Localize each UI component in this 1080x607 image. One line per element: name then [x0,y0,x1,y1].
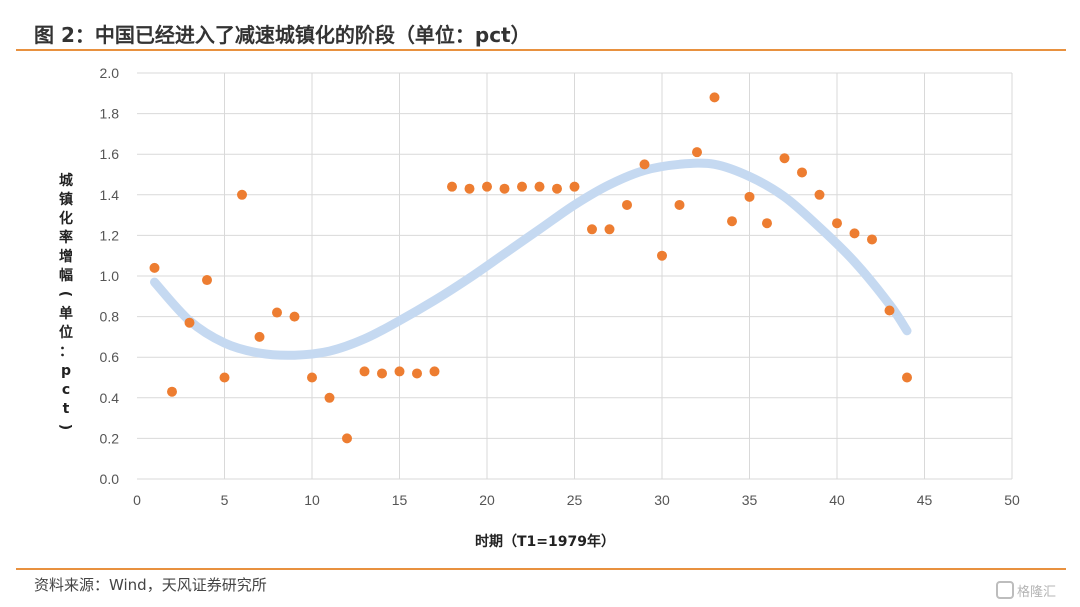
data-point [482,181,492,192]
top-rule [16,49,1066,51]
figure-title: 图 2：中国已经进入了减速城镇化的阶段（单位：pct） [34,23,531,47]
data-point [639,159,650,170]
y-tick-label: 1.0 [100,268,120,284]
x-tick-label: 15 [392,492,408,508]
y-axis-title-char: 增 [59,248,73,265]
x-tick-labels: 0 5 10 15 20 25 30 35 40 45 50 [133,492,1020,508]
data-point [709,92,720,103]
data-point [342,433,352,444]
y-axis-title-char: p [61,363,71,379]
data-point [272,307,282,318]
data-point [814,189,825,200]
bottom-rule [16,568,1066,570]
watermark: 格隆汇 [996,577,1066,603]
y-axis-title-char: c [62,382,70,398]
data-point [534,181,545,192]
y-axis-title-char: ： [59,344,73,360]
data-point [849,228,860,239]
y-axis-title-char: 幅 [59,267,73,284]
data-point [569,181,580,192]
watermark-text: 格隆汇 [1017,584,1057,600]
data-point [219,372,230,383]
y-axis-title-char: t [63,401,70,417]
data-point [552,183,562,194]
data-point [394,366,405,377]
x-axis-title: 时期（T1=1979年） [475,533,615,550]
grid-lines [137,72,1013,480]
data-point [744,191,755,202]
data-point [499,183,510,194]
y-tick-label: 0.8 [100,309,120,325]
y-tick-label: 0.0 [100,471,120,487]
data-point [902,372,912,383]
x-tick-label: 20 [479,492,495,508]
y-axis-title-char: 镇 [59,191,73,208]
x-tick-label: 45 [917,492,933,508]
data-point [377,368,387,379]
data-point [622,199,632,210]
y-tick-label: 0.4 [100,390,120,406]
data-point [429,366,440,377]
data-point [202,275,212,286]
data-points [149,92,912,444]
data-point [447,181,457,192]
data-point [167,386,177,397]
data-point [289,311,300,322]
watermark-logo-icon [996,581,1014,599]
x-tick-label: 10 [304,492,320,508]
y-tick-label: 1.4 [100,187,120,203]
data-point [464,183,475,194]
y-tick-label: 0.2 [100,430,120,446]
y-axis-title-char: 城 [59,172,73,189]
data-point [517,181,527,192]
y-axis-title-char: 单 [59,305,73,322]
data-point [184,317,195,328]
y-tick-label: 1.8 [100,106,120,122]
source-note: 资料来源：Wind，天风证券研究所 [34,576,267,594]
data-point [674,199,685,210]
y-axis-title-char: ) [57,424,73,430]
y-axis-title-char: 率 [59,229,73,246]
data-point [727,216,737,227]
data-point [587,224,597,235]
y-tick-label: 2.0 [100,65,120,81]
data-point [149,262,160,273]
data-point [412,368,422,379]
data-point [237,189,247,200]
data-point [359,366,370,377]
y-tick-labels: 0.0 0.2 0.4 0.6 0.8 1.0 1.2 1.4 1.6 1.8 2.0 [100,65,120,487]
data-point [692,147,702,158]
x-tick-label: 40 [829,492,845,508]
y-tick-label: 1.2 [100,227,120,243]
data-point [657,250,667,261]
data-point [779,153,790,164]
x-tick-label: 0 [133,492,141,508]
data-point [324,392,335,403]
y-axis-title-char: ( [57,291,73,297]
x-tick-label: 25 [567,492,583,508]
data-point [604,224,615,235]
trend-line [150,158,912,360]
y-axis-title-char: 位 [59,324,73,341]
data-point [884,305,895,316]
y-axis-title-char: 化 [59,210,73,227]
data-point [307,372,317,383]
y-tick-label: 1.6 [100,146,120,162]
x-tick-label: 35 [742,492,758,508]
y-tick-label: 0.6 [100,349,120,365]
x-tick-label: 5 [221,492,229,508]
x-tick-label: 50 [1004,492,1020,508]
x-tick-label: 30 [654,492,670,508]
data-point [832,218,842,229]
data-point [867,234,877,245]
data-point [254,331,265,342]
data-point [797,167,807,178]
data-point [762,218,772,229]
